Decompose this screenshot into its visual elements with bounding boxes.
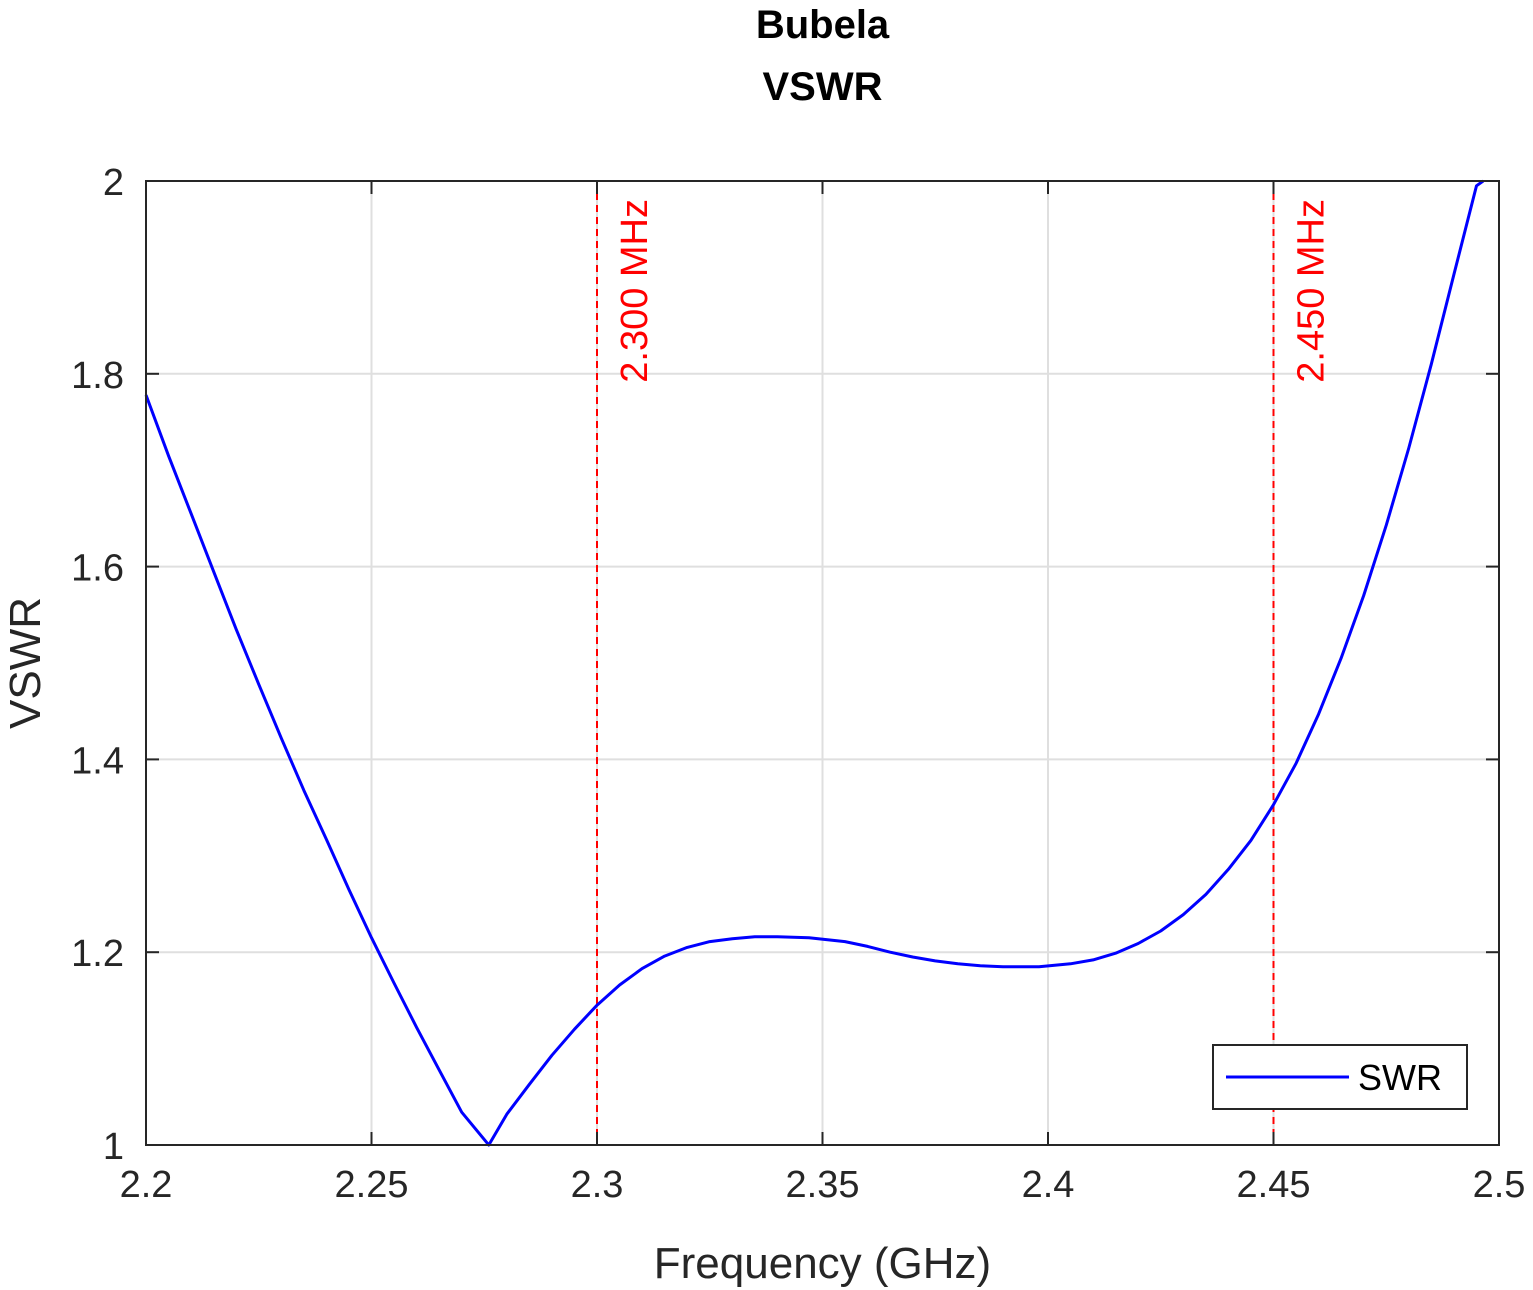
x-tick-label: 2.45: [1237, 1164, 1311, 1206]
legend-label-swr: SWR: [1358, 1057, 1442, 1098]
x-tick-label: 2.2: [120, 1164, 173, 1206]
frequency-markers: 2.300 MHz 2.450 MHz: [596, 181, 1333, 1145]
legend: SWR: [1212, 1044, 1468, 1110]
title-line-1: Bubela: [756, 3, 890, 47]
marker-label: 2.450 MHz: [1291, 199, 1333, 383]
y-axis-label: VSWR: [1, 597, 50, 729]
x-tick-label: 2.5: [1473, 1164, 1526, 1206]
series-layer: [144, 179, 1485, 1147]
x-tick-label: 2.3: [571, 1164, 624, 1206]
title-line-2: VSWR: [763, 65, 883, 109]
y-tick-label: 1.4: [71, 740, 124, 782]
x-tick-label: 2.35: [786, 1164, 860, 1206]
y-tick-label: 1.6: [71, 548, 124, 590]
y-tick-label: 1.2: [71, 933, 124, 975]
marker-label: 2.300 MHz: [614, 199, 656, 383]
y-tick-label: 1: [103, 1126, 124, 1168]
x-tick-label: 2.25: [335, 1164, 409, 1206]
x-axis-label: Frequency (GHz): [654, 1239, 991, 1288]
y-tick-label: 2: [103, 162, 124, 204]
axis-ticks: 2.2 2.25 2.3 2.35 2.4 2.45 2.5 1 1.2 1.4 1.6 1.8 2: [71, 162, 1525, 1206]
series-line-swr: [144, 179, 1485, 1147]
chart-title: Bubela VSWR: [756, 3, 890, 109]
y-tick-label: 1.8: [71, 355, 124, 397]
x-tick-label: 2.4: [1022, 1164, 1075, 1206]
